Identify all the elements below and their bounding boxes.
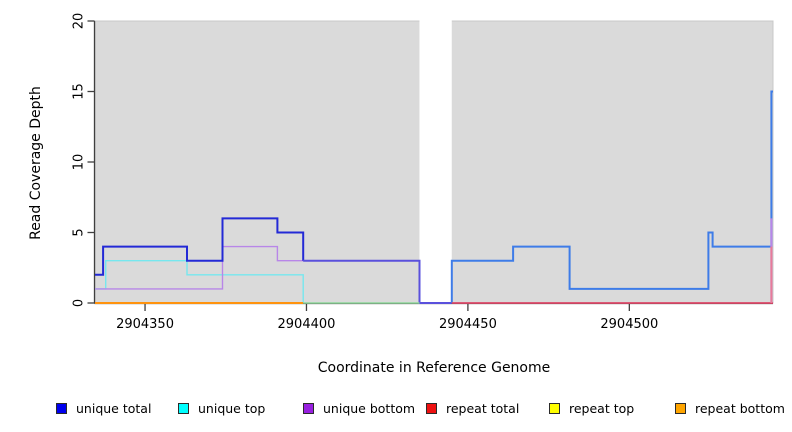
y-axis-title: Read Coverage Depth [28,86,44,240]
legend-swatch-repeat-top [549,402,560,414]
legend: unique total unique top unique bottom repea… [0,400,792,418]
legend-label: repeat top [569,400,635,416]
y-tick-label: 5 [72,228,87,236]
legend-swatch-unique-total [56,402,67,414]
legend-swatch-unique-top [178,402,189,414]
masked-region [419,20,452,303]
legend-swatch-repeat-bottom [675,402,686,414]
legend-item-repeat-top: repeat top [549,400,634,416]
y-tick-label: 15 [72,83,87,100]
legend-item-unique-total: unique total [56,400,151,416]
x-tick-label: 2904450 [439,317,497,332]
x-tick-label: 2904500 [600,317,658,332]
legend-swatch-unique-bottom [303,402,314,414]
legend-item-unique-top: unique top [178,400,265,416]
y-tick-label: 20 [72,13,87,30]
legend-label: unique top [198,400,266,416]
legend-item-unique-bottom: unique bottom [303,400,415,416]
legend-label: unique bottom [323,400,416,416]
legend-label: repeat total [446,400,520,416]
y-tick-label: 0 [72,299,87,307]
legend-swatch-repeat-total [426,402,437,414]
unique-total-line-left [95,217,305,276]
legend-label: repeat bottom [695,400,785,416]
legend-item-repeat-total: repeat total [426,400,519,416]
legend-item-repeat-bottom: repeat bottom [675,400,785,416]
x-tick-label: 2904400 [278,317,336,332]
x-tick-label: 2904350 [116,317,174,332]
y-tick-label: 10 [72,154,87,171]
unique-total-line-mid [303,259,452,304]
x-axis-title: Coordinate in Reference Genome [317,360,551,376]
legend-label: unique total [76,400,152,416]
